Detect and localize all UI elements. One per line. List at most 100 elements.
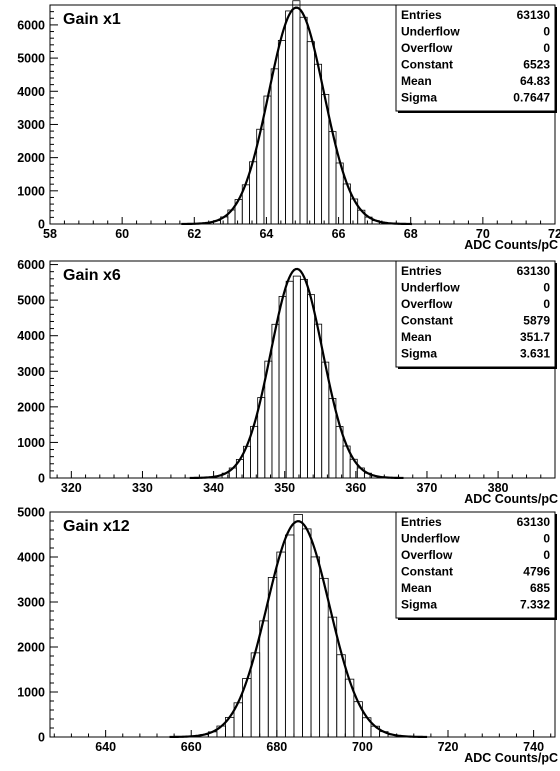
histogram-bin <box>292 275 301 479</box>
stats-box-frame <box>395 4 556 112</box>
histogram-bin <box>310 556 321 738</box>
y-tick-label: 4000 <box>17 551 45 565</box>
x-tick-label: 58 <box>43 227 57 241</box>
histogram-bin <box>267 577 278 738</box>
stats-label: Overflow <box>401 297 453 311</box>
stats-value: 685 <box>530 581 550 595</box>
stats-value: 0 <box>543 281 550 295</box>
histogram-bin <box>277 40 286 225</box>
x-axis-label: ADC Counts/pC <box>464 751 558 765</box>
histogram-bin <box>259 620 269 738</box>
stats-box: Entries 63130 Underflow 0 Overflow 0 Constant 4… <box>395 511 557 620</box>
stats-value: 64.83 <box>520 74 550 88</box>
histogram-bin <box>327 616 338 738</box>
x-tick-label: 370 <box>417 481 438 495</box>
histogram-bars <box>198 0 395 225</box>
y-tick-label: 0 <box>38 218 45 232</box>
x-axis-label: ADC Counts/pC <box>464 492 558 506</box>
panel-title: Gain x6 <box>63 267 121 284</box>
y-tick-label: 1000 <box>17 686 45 700</box>
y-tick-label: 5000 <box>17 52 45 66</box>
stats-box: Entries 63130 Underflow 0 Overflow 0 Constant 5… <box>395 260 557 369</box>
stats-value: 0 <box>543 297 550 311</box>
histogram-bin <box>293 514 303 738</box>
stats-label: Sigma <box>401 598 437 612</box>
histogram-bin <box>306 41 315 225</box>
histogram-bars <box>207 275 387 479</box>
y-tick-label: 2000 <box>17 151 45 165</box>
histogram-bin <box>276 551 286 738</box>
x-tick-label: 320 <box>61 481 82 495</box>
stats-label: Constant <box>401 58 453 72</box>
stats-value: 3.631 <box>520 347 550 361</box>
histogram-bin <box>284 534 295 738</box>
y-tick-label: 3000 <box>17 365 45 379</box>
fit-curve <box>189 267 404 480</box>
x-tick-label: 360 <box>345 481 366 495</box>
x-tick-label: 330 <box>132 481 153 495</box>
stats-value: 5879 <box>523 314 550 328</box>
histogram-bin <box>314 63 323 225</box>
stats-box-frame <box>395 511 556 619</box>
stats-label: Entries <box>401 515 442 529</box>
histogram-bin <box>285 10 294 225</box>
x-tick-label: 62 <box>187 227 201 241</box>
stats-box: Entries 63130 Underflow 0 Overflow 0 Constant 6… <box>395 4 557 113</box>
y-tick-label: 4000 <box>17 85 45 99</box>
histogram-bin <box>299 16 308 225</box>
panel-title: Gain x1 <box>63 11 121 28</box>
stats-label: Overflow <box>401 548 453 562</box>
x-tick-label: 64 <box>259 227 273 241</box>
x-axis-label: ADC Counts/pC <box>464 238 558 252</box>
stats-value: 4796 <box>523 565 550 579</box>
histogram-bin <box>336 654 346 738</box>
histogram-bin <box>285 280 294 479</box>
stats-label: Mean <box>401 581 432 595</box>
histogram-bin <box>299 278 308 479</box>
y-tick-label: 4000 <box>17 329 45 343</box>
x-tick-label: 72 <box>548 227 560 241</box>
histogram-bin <box>314 323 323 479</box>
stats-label: Underflow <box>401 532 460 546</box>
histogram-bin <box>319 577 329 738</box>
stats-box-frame <box>395 260 556 368</box>
histogram-bin <box>271 323 280 479</box>
histogram-panel: 320 330 340 350 360 370 380 0 1000 2000 3000 4000 50… <box>17 258 558 506</box>
stats-value: 6523 <box>523 58 550 72</box>
x-tick-label: 740 <box>523 740 544 754</box>
x-tick-label: 680 <box>266 740 287 754</box>
x-tick-label: 66 <box>332 227 346 241</box>
stats-value: 63130 <box>517 264 551 278</box>
stats-label: Underflow <box>401 281 460 295</box>
stats-value: 0 <box>543 548 550 562</box>
histogram-panel: 58 60 62 64 66 68 70 72 0 1000 2000 3000 4000 5000 600… <box>17 0 560 252</box>
stats-label: Constant <box>401 565 453 579</box>
x-tick-label: 340 <box>203 481 224 495</box>
x-tick-label: 60 <box>115 227 129 241</box>
x-tick-label: 700 <box>352 740 373 754</box>
stats-value: 7.332 <box>520 598 550 612</box>
x-tick-label: 640 <box>95 740 116 754</box>
stats-value: 0 <box>543 532 550 546</box>
y-tick-label: 6000 <box>17 258 45 272</box>
x-tick-label: 70 <box>476 227 490 241</box>
y-tick-label: 5000 <box>17 294 45 308</box>
y-tick-label: 6000 <box>17 18 45 32</box>
stats-value: 63130 <box>517 8 551 22</box>
y-tick-label: 1000 <box>17 436 45 450</box>
stats-label: Entries <box>401 8 442 22</box>
histogram-bin <box>302 528 312 738</box>
stats-label: Constant <box>401 314 453 328</box>
histogram-bin <box>270 68 279 225</box>
x-tick-label: 380 <box>488 481 509 495</box>
x-tick-label: 660 <box>181 740 202 754</box>
x-tick-label: 720 <box>438 740 459 754</box>
stats-value: 63130 <box>517 515 551 529</box>
stats-value: 0 <box>543 41 550 55</box>
y-tick-label: 0 <box>38 472 45 486</box>
y-tick-label: 5000 <box>17 506 45 520</box>
y-tick-label: 0 <box>38 731 45 745</box>
stats-label: Mean <box>401 330 432 344</box>
y-tick-label: 2000 <box>17 400 45 414</box>
